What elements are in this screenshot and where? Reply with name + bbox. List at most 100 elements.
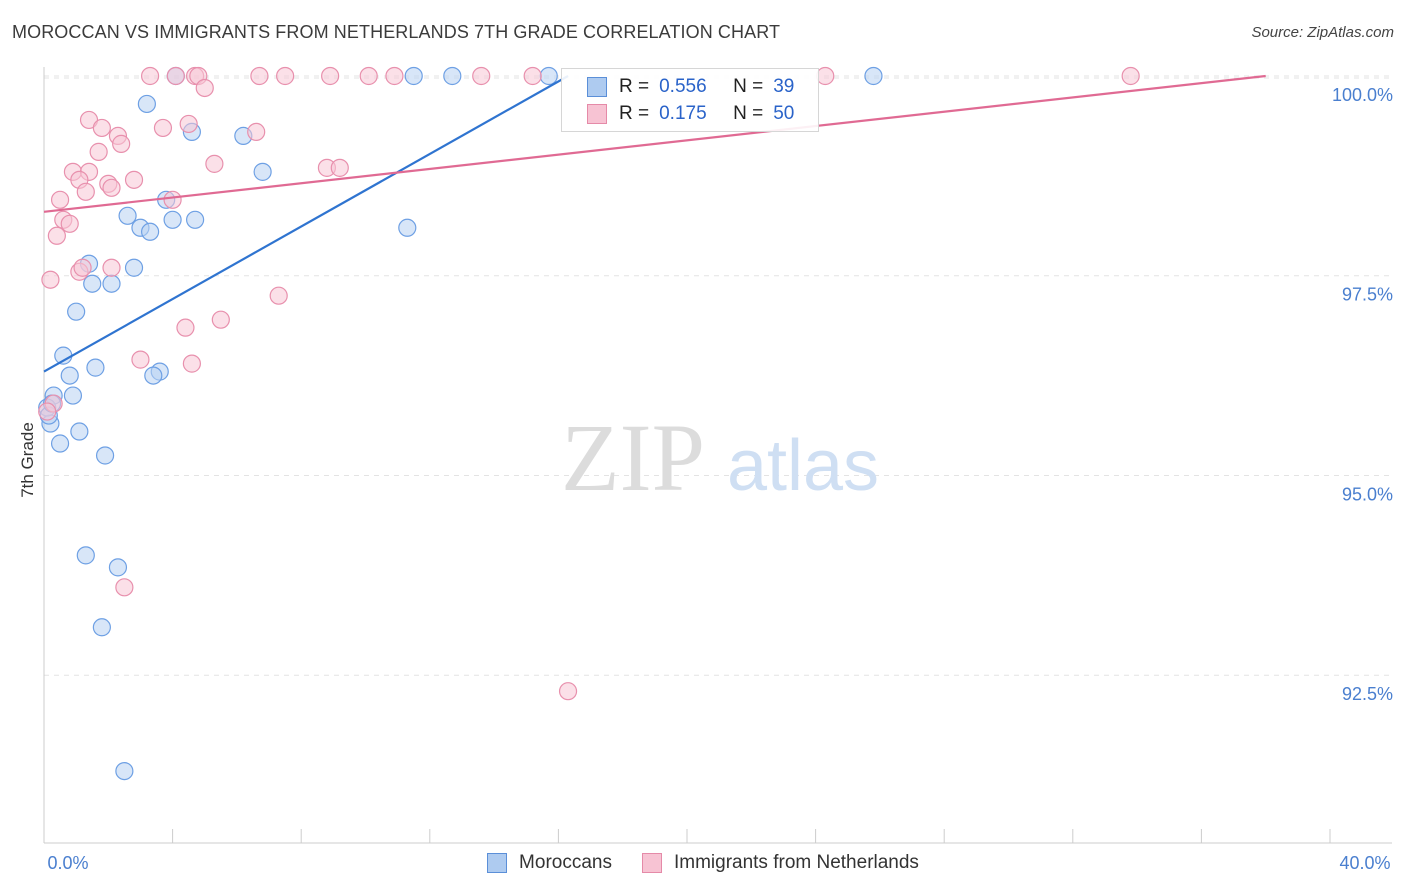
point-moroccans [253,162,272,181]
y-tick-label: 92.5% [1342,684,1393,704]
point-moroccans [67,302,86,321]
point-netherlands [276,66,295,86]
point-moroccans [102,274,121,293]
legend-n-label: N = [733,76,764,97]
legend-n-label: N = [733,103,764,124]
tick-labels: 92.5% 95.0% 97.5% 100.0% 0.0% 40.0% [47,85,1393,873]
legend-n-value: 39 [773,76,795,97]
legend-r-value: 0.556 [659,76,707,97]
legend-item-netherlands[interactable]: Immigrants from Netherlands [641,852,919,874]
point-netherlands [205,154,224,173]
point-moroccans [124,258,144,277]
point-moroccans [108,558,128,577]
y-tick-label: 97.5% [1342,285,1393,305]
point-moroccans [83,274,102,293]
point-netherlands [102,258,121,277]
point-moroccans [50,434,70,453]
point-moroccans [404,66,423,86]
legend-label-netherlands: Immigrants from Netherlands [673,852,919,873]
point-moroccans [118,206,137,225]
watermark: ZIP atlas [561,404,879,511]
point-netherlands [472,66,491,86]
point-netherlands [163,190,182,209]
gridlines [44,75,1392,676]
series-legend: Moroccans Immigrants from Netherlands [0,852,1406,874]
legend-swatch-moroccans [487,853,508,873]
legend-swatch-netherlands [587,104,607,124]
point-netherlands [50,190,70,209]
legend-item-moroccans[interactable]: Moroccans [487,852,612,874]
point-moroccans [95,446,115,465]
legend-r-label: R = [619,76,650,97]
trend-lines [43,74,1266,373]
point-netherlands [41,270,60,289]
point-moroccans [186,210,205,229]
point-netherlands [47,226,66,245]
point-moroccans [92,618,111,637]
source-credit: Source: ZipAtlas.com [1251,24,1394,41]
point-moroccans [86,358,105,377]
legend-r-label: R = [619,103,650,124]
point-moroccans [76,546,95,565]
point-netherlands [92,118,111,138]
legend-row-netherlands: R = 0.175 N = 50 [562,100,794,128]
point-moroccans [864,66,883,86]
series-netherlands-points [38,66,1140,701]
legend-n-value: 50 [773,103,795,124]
point-moroccans [115,761,134,781]
point-moroccans [60,366,79,385]
point-netherlands [321,66,340,86]
y-tick-label: 95.0% [1342,484,1393,504]
point-netherlands [140,66,160,86]
x-tick-label: 0.0% [47,853,88,873]
point-moroccans [163,210,182,229]
point-netherlands [102,178,121,197]
watermark-zip: ZIP [561,404,705,511]
legend-row-moroccans: R = 0.556 N = 39 [562,73,794,101]
point-netherlands [166,66,185,86]
point-netherlands [523,66,542,86]
point-netherlands [330,158,349,177]
correlation-legend: R = 0.556 N = 39 R = 0.175 N = 50 [561,68,819,132]
legend-r-value: 0.175 [659,103,707,124]
point-netherlands [179,114,198,134]
point-netherlands [182,354,201,373]
point-netherlands [38,402,57,421]
trend-line-netherlands [43,74,1266,213]
legend-swatch-moroccans [587,77,607,97]
point-moroccans [137,94,156,114]
axes [43,67,1392,844]
point-netherlands [112,134,131,153]
point-netherlands [153,118,173,138]
point-netherlands [176,318,195,337]
point-netherlands [76,182,95,201]
point-netherlands [79,110,99,130]
point-moroccans [539,66,558,86]
point-netherlands [1121,66,1140,86]
point-netherlands [250,66,269,86]
y-tick-label: 100.0% [1332,85,1393,105]
point-moroccans [443,66,462,86]
point-netherlands [359,66,378,86]
point-moroccans [63,386,83,405]
legend-label-moroccans: Moroccans [519,852,612,873]
point-netherlands [115,578,134,597]
point-moroccans [398,218,417,237]
x-tick-label: 40.0% [1339,853,1390,873]
point-netherlands [124,170,144,189]
legend-swatch-netherlands [641,853,662,873]
point-netherlands [247,122,266,142]
point-netherlands [195,78,214,98]
point-netherlands [131,350,150,369]
point-netherlands [89,142,108,161]
watermark-atlas: atlas [727,426,879,506]
trend-line-moroccans [43,75,569,373]
series-moroccans-points [38,66,883,781]
point-netherlands [385,66,404,86]
point-netherlands [60,214,79,233]
chart-title: MOROCCAN VS IMMIGRANTS FROM NETHERLANDS … [12,22,781,42]
point-netherlands [269,286,288,305]
point-netherlands [816,66,835,86]
point-netherlands [558,682,578,701]
